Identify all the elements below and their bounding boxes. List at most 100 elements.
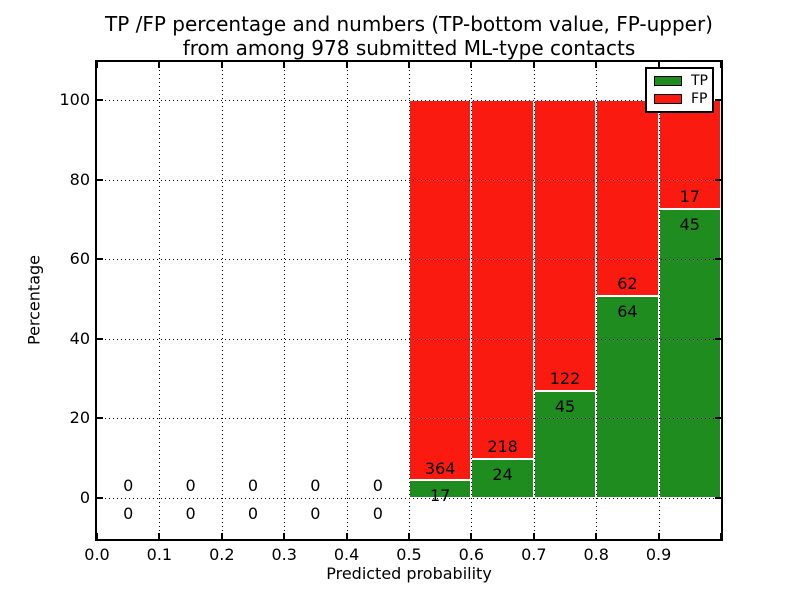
x-tick-mark-top: [595, 62, 598, 68]
tp-count-label: 0: [123, 504, 134, 524]
y-tick-mark: [97, 417, 103, 420]
y-tick-mark: [97, 178, 103, 181]
tp-count-label: 0: [247, 504, 259, 524]
fp-count-label: 0: [310, 476, 321, 496]
legend-item-fp: FP: [647, 92, 712, 106]
gridline-vertical: [658, 62, 660, 539]
chart-title-line2: from among 978 submitted ML-type contact…: [182, 36, 636, 60]
tp-count-label: 24: [492, 464, 513, 484]
x-tick-mark: [96, 533, 98, 539]
x-tick-mark-top: [220, 62, 223, 68]
y-tick-mark: [97, 99, 103, 101]
fp-color-swatch: [654, 94, 682, 105]
gridline-vertical: [471, 62, 473, 539]
tp-count-label: 0: [185, 504, 196, 524]
x-tick-mark: [345, 533, 348, 539]
fp-count-label: 0: [372, 476, 383, 496]
x-tick-mark-top: [96, 62, 98, 68]
bar-tp-segment: [533, 390, 597, 498]
y-tick-mark: [97, 497, 103, 499]
y-tick-mark-right: [715, 497, 721, 499]
bar-fp-segment: [596, 100, 659, 296]
tp-count-label: 0: [310, 504, 321, 524]
y-tick-mark-right: [715, 337, 721, 340]
x-tick-label: 0.1: [146, 545, 173, 564]
bar-fp-segment: [658, 100, 721, 210]
gridline-vertical: [159, 62, 161, 539]
y-tick-mark: [97, 337, 103, 340]
x-tick-mark: [158, 533, 161, 539]
x-tick-label: 0.3: [271, 545, 297, 564]
legend-label-tp: TP: [691, 72, 708, 89]
bar-fp-segment: [533, 100, 597, 391]
y-tick-label: 100: [59, 90, 90, 109]
x-tick-mark: [283, 533, 286, 539]
fp-count-label: 0: [185, 476, 196, 496]
legend-label-fp: FP: [691, 91, 708, 108]
chart-title: TP /FP percentage and numbers (TP-bottom…: [97, 12, 721, 60]
y-tick-label: 20: [69, 408, 90, 428]
tp-count-label: 45: [554, 396, 576, 416]
tp-count-label: 64: [617, 301, 638, 321]
tp-count-label: 0: [372, 504, 383, 524]
tp-color-swatch: [654, 75, 682, 86]
legend: TP FP: [645, 67, 714, 113]
x-tick-mark-top: [470, 62, 473, 68]
fp-count-label: 122: [549, 369, 581, 389]
y-tick-mark: [97, 258, 103, 261]
gridline-vertical: [596, 62, 598, 539]
bar-tp-segment: [658, 209, 721, 498]
x-tick-label: 0.0: [84, 545, 110, 564]
x-tick-mark: [470, 533, 473, 539]
chart-title-line1: TP /FP percentage and numbers (TP-bottom…: [105, 12, 713, 36]
fp-count-label: 218: [487, 436, 518, 456]
x-tick-mark: [532, 533, 535, 539]
gridline-vertical: [533, 62, 535, 539]
x-tick-label: 0.7: [521, 545, 547, 564]
y-tick-mark-right: [715, 99, 721, 101]
x-tick-mark: [657, 533, 660, 539]
tp-count-label: 45: [679, 215, 700, 235]
x-tick-label: 0.9: [645, 545, 672, 564]
x-tick-mark-top: [408, 62, 410, 68]
y-tick-label: 60: [69, 249, 90, 269]
y-axis-label: Percentage: [24, 254, 44, 346]
gridline-vertical: [221, 62, 223, 539]
x-tick-label: 0.8: [583, 545, 609, 564]
tp-count-label: 17: [430, 486, 451, 506]
y-tick-mark-right: [715, 417, 721, 420]
x-tick-mark: [720, 533, 722, 539]
x-tick-label: 0.2: [209, 545, 235, 564]
x-tick-mark-top: [345, 62, 348, 68]
y-tick-mark-right: [715, 178, 721, 181]
x-tick-mark: [220, 533, 223, 539]
bar-fp-segment: [471, 100, 534, 459]
legend-item-tp: TP: [647, 74, 712, 88]
y-tick-label: 0: [79, 488, 90, 507]
fp-count-label: 364: [424, 458, 456, 478]
y-tick-label: 80: [69, 169, 90, 189]
gridline-vertical: [346, 62, 348, 539]
fp-count-label: 0: [123, 476, 134, 496]
plot-area: 0.0 0.1 0.2 0.3 0.4 0.5 0.6 0.7 0.8 0.9 0 20 40 60 80 1…: [59, 60, 723, 564]
x-axis-label: Predicted probability: [326, 564, 492, 583]
x-tick-label: 0.5: [396, 545, 422, 564]
x-tick-label: 0.6: [458, 545, 485, 564]
fp-count-label: 17: [679, 187, 700, 207]
x-tick-mark-top: [532, 62, 535, 68]
x-tick-mark: [408, 533, 410, 539]
fp-count-label: 62: [617, 274, 638, 294]
x-tick-mark-top: [283, 62, 286, 68]
x-tick-mark-top: [720, 62, 722, 68]
y-tick-label: 40: [69, 328, 90, 348]
x-tick-label: 0.4: [333, 545, 360, 564]
gridline-vertical: [409, 62, 410, 539]
gridline-vertical: [284, 62, 286, 539]
x-tick-mark-top: [657, 62, 660, 68]
y-tick-mark-right: [715, 258, 721, 261]
x-tick-mark: [595, 533, 598, 539]
x-tick-mark-top: [158, 62, 161, 68]
bar-fp-segment: [409, 100, 472, 481]
fp-count-label: 0: [247, 476, 259, 496]
